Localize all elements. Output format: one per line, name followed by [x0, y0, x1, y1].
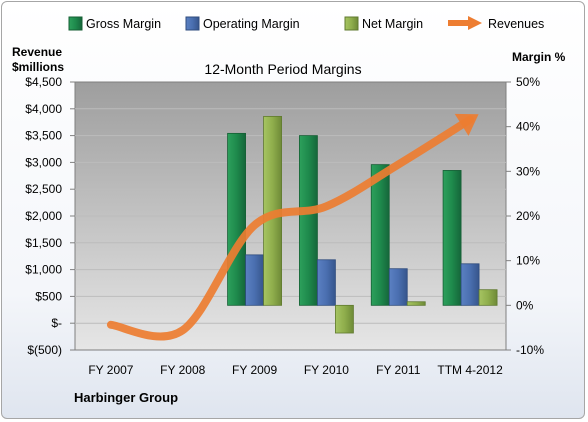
right-tick-label: 40%	[516, 120, 540, 134]
bar-operating-margin	[388, 268, 408, 306]
bar-gross-margin	[370, 164, 390, 306]
legend-label-net-margin: Net Margin	[362, 17, 423, 31]
legend-label-gross-margin: Gross Margin	[86, 17, 161, 31]
legend-item-revenues: Revenues	[448, 16, 544, 31]
left-tick-label: $4,500	[25, 75, 62, 89]
bar-operating-margin	[460, 263, 480, 306]
left-tick-label: $4,000	[25, 102, 62, 116]
gridlines	[75, 108, 506, 324]
right-tick-label: 50%	[516, 75, 540, 89]
bar-net-margin	[406, 301, 426, 306]
revenue-line-path	[106, 115, 475, 341]
right-tick-label: 0%	[516, 298, 534, 312]
left-tick-label: $3,000	[25, 155, 62, 169]
left-tick-label: $(500)	[27, 343, 62, 357]
legend-swatch-gross-margin	[68, 16, 83, 31]
left-tick-label: $2,500	[25, 182, 62, 196]
bar-gross-margin	[227, 132, 246, 306]
bar-net-margin	[478, 289, 498, 306]
x-tick-label: FY 2008	[160, 363, 205, 377]
bar-gross-margin	[299, 135, 318, 306]
revenue-line	[106, 113, 479, 341]
right-tick-label: -10%	[516, 343, 544, 357]
right-axis-label: Margin %	[512, 50, 566, 64]
x-tick-label: FY 2009	[232, 363, 277, 377]
left-axis-label-line1: Revenue	[12, 45, 62, 59]
bar-net-margin	[335, 304, 354, 334]
left-tick-label: $1,500	[25, 236, 62, 250]
left-tick-label: $2,000	[25, 209, 62, 223]
left-tick-label: $-	[51, 316, 62, 330]
x-tick-label: FY 2007	[88, 363, 133, 377]
legend-swatch-operating-margin	[185, 16, 200, 31]
revenue-arrowhead	[454, 113, 479, 136]
right-tick-label: 30%	[516, 164, 540, 178]
bar-operating-margin	[317, 259, 336, 306]
bar-gross-margin	[442, 170, 462, 306]
legend-swatch-net-margin	[344, 16, 359, 31]
left-tick-label: $3,500	[25, 129, 62, 143]
x-tick-label: TTM 4-2012	[437, 363, 503, 377]
chart-title: 12-Month Period Margins	[204, 61, 361, 77]
legend-item-operating-margin: Operating Margin	[185, 16, 300, 31]
legend: Gross Margin Operating Margin Net Margin…	[68, 16, 544, 31]
left-axis-ticks: $(500) $- $500 $1,000 $1,500 $2,000 $2,500 $3,0…	[25, 75, 75, 357]
x-axis-ticks: FY 2007 FY 2008 FY 2009 FY 2010 FY 2011 TTM 4…	[88, 363, 503, 377]
left-axis-label-line2: $millions	[12, 60, 64, 74]
right-tick-label: 20%	[516, 209, 540, 223]
x-tick-label: FY 2010	[304, 363, 349, 377]
bar-operating-margin	[245, 254, 264, 306]
legend-item-net-margin: Net Margin	[344, 16, 423, 31]
right-tick-label: 10%	[516, 254, 540, 268]
legend-arrowhead-revenues	[468, 16, 482, 30]
legend-item-gross-margin: Gross Margin	[68, 16, 161, 31]
left-tick-label: $500	[35, 289, 62, 303]
left-tick-label: $1,000	[25, 263, 62, 277]
right-axis-ticks: -10% 0% 10% 20% 30% 40% 50%	[506, 75, 544, 357]
x-tick-label: FY 2011	[376, 363, 421, 377]
company-name: Harbinger Group	[74, 390, 178, 405]
legend-label-revenues: Revenues	[488, 17, 544, 31]
legend-label-operating-margin: Operating Margin	[203, 17, 300, 31]
